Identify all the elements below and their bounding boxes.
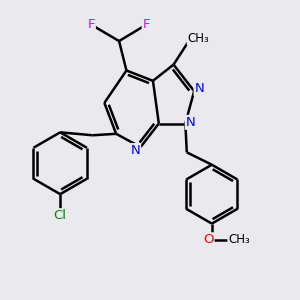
Text: N: N (195, 82, 204, 95)
Text: N: N (130, 144, 140, 157)
Text: N: N (186, 116, 196, 129)
Text: F: F (143, 18, 150, 32)
Text: O: O (203, 233, 214, 246)
Text: CH₃: CH₃ (228, 233, 250, 246)
Text: F: F (87, 18, 95, 32)
Text: CH₃: CH₃ (188, 32, 209, 45)
Text: Cl: Cl (54, 209, 67, 222)
